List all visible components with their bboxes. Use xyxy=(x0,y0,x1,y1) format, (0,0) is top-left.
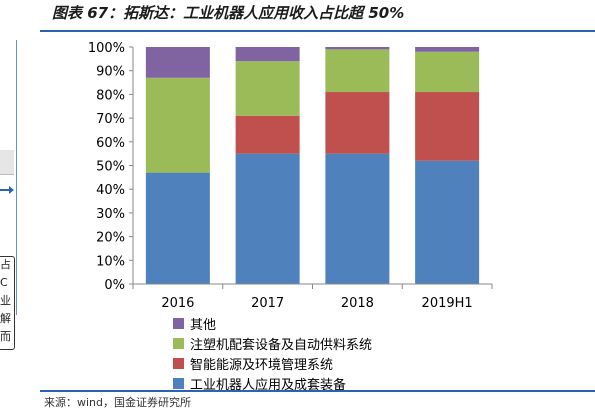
left-fragment-char: C xyxy=(0,276,8,289)
y-tick-label: 40% xyxy=(96,183,125,198)
legend-label: 智能能源及环境管理系统 xyxy=(190,358,333,373)
bar-segment xyxy=(415,92,480,161)
x-tick-label: 2018 xyxy=(341,296,374,311)
x-tick-label: 2019H1 xyxy=(422,296,473,311)
bar-segment xyxy=(235,47,300,62)
bar-segment xyxy=(325,153,390,284)
y-tick-label: 80% xyxy=(96,88,125,103)
legend-swatch xyxy=(173,358,184,369)
title-divider xyxy=(40,30,595,32)
y-tick-label: 30% xyxy=(96,207,125,222)
left-fragment-char: 业 xyxy=(0,294,11,307)
left-panel-border xyxy=(16,40,17,315)
left-fragment-char: 解 xyxy=(0,312,11,325)
bar-segment xyxy=(415,47,480,52)
chart-title: 图表 67：拓斯达：工业机器人应用收入占比超 50% xyxy=(52,4,405,22)
footer-divider xyxy=(40,390,595,392)
source-note: 来源：wind，国金证券研究所 xyxy=(44,396,192,409)
y-tick-label: 50% xyxy=(96,160,125,175)
bar-segment xyxy=(325,49,390,93)
legend-label: 其他 xyxy=(190,318,216,333)
x-tick-label: 2017 xyxy=(251,296,284,311)
bar-segment xyxy=(325,92,390,154)
y-tick-label: 90% xyxy=(96,65,125,80)
bar-segment xyxy=(235,115,300,154)
left-fragment-char: 而 xyxy=(0,330,11,343)
bar-segment xyxy=(235,61,300,116)
left-panel-box xyxy=(0,256,15,350)
y-tick-label: 0% xyxy=(104,278,125,293)
legend-swatch xyxy=(173,338,184,349)
legend-swatch xyxy=(173,378,184,389)
bar-segment xyxy=(145,47,210,78)
bar-segment xyxy=(325,47,390,50)
y-tick-label: 20% xyxy=(96,231,125,246)
y-tick-label: 70% xyxy=(96,112,125,127)
bar-segment xyxy=(145,172,210,284)
x-tick-label: 2016 xyxy=(161,296,194,311)
y-tick-label: 60% xyxy=(96,136,125,151)
legend-label: 注塑机配套设备及自动供料系统 xyxy=(190,337,372,353)
y-tick-label: 100% xyxy=(88,41,125,56)
bar-segment xyxy=(145,77,210,173)
arrow-right-icon xyxy=(0,186,14,194)
bar-segment xyxy=(415,160,480,284)
left-fragment-char: 占 xyxy=(0,258,11,271)
bar-segment xyxy=(415,51,480,93)
bar-segment xyxy=(235,153,300,284)
legend-label: 工业机器人应用及成套装备 xyxy=(190,377,346,393)
legend-swatch xyxy=(173,318,184,329)
left-panel-shaded-row xyxy=(0,150,14,175)
y-tick-label: 10% xyxy=(96,254,125,269)
